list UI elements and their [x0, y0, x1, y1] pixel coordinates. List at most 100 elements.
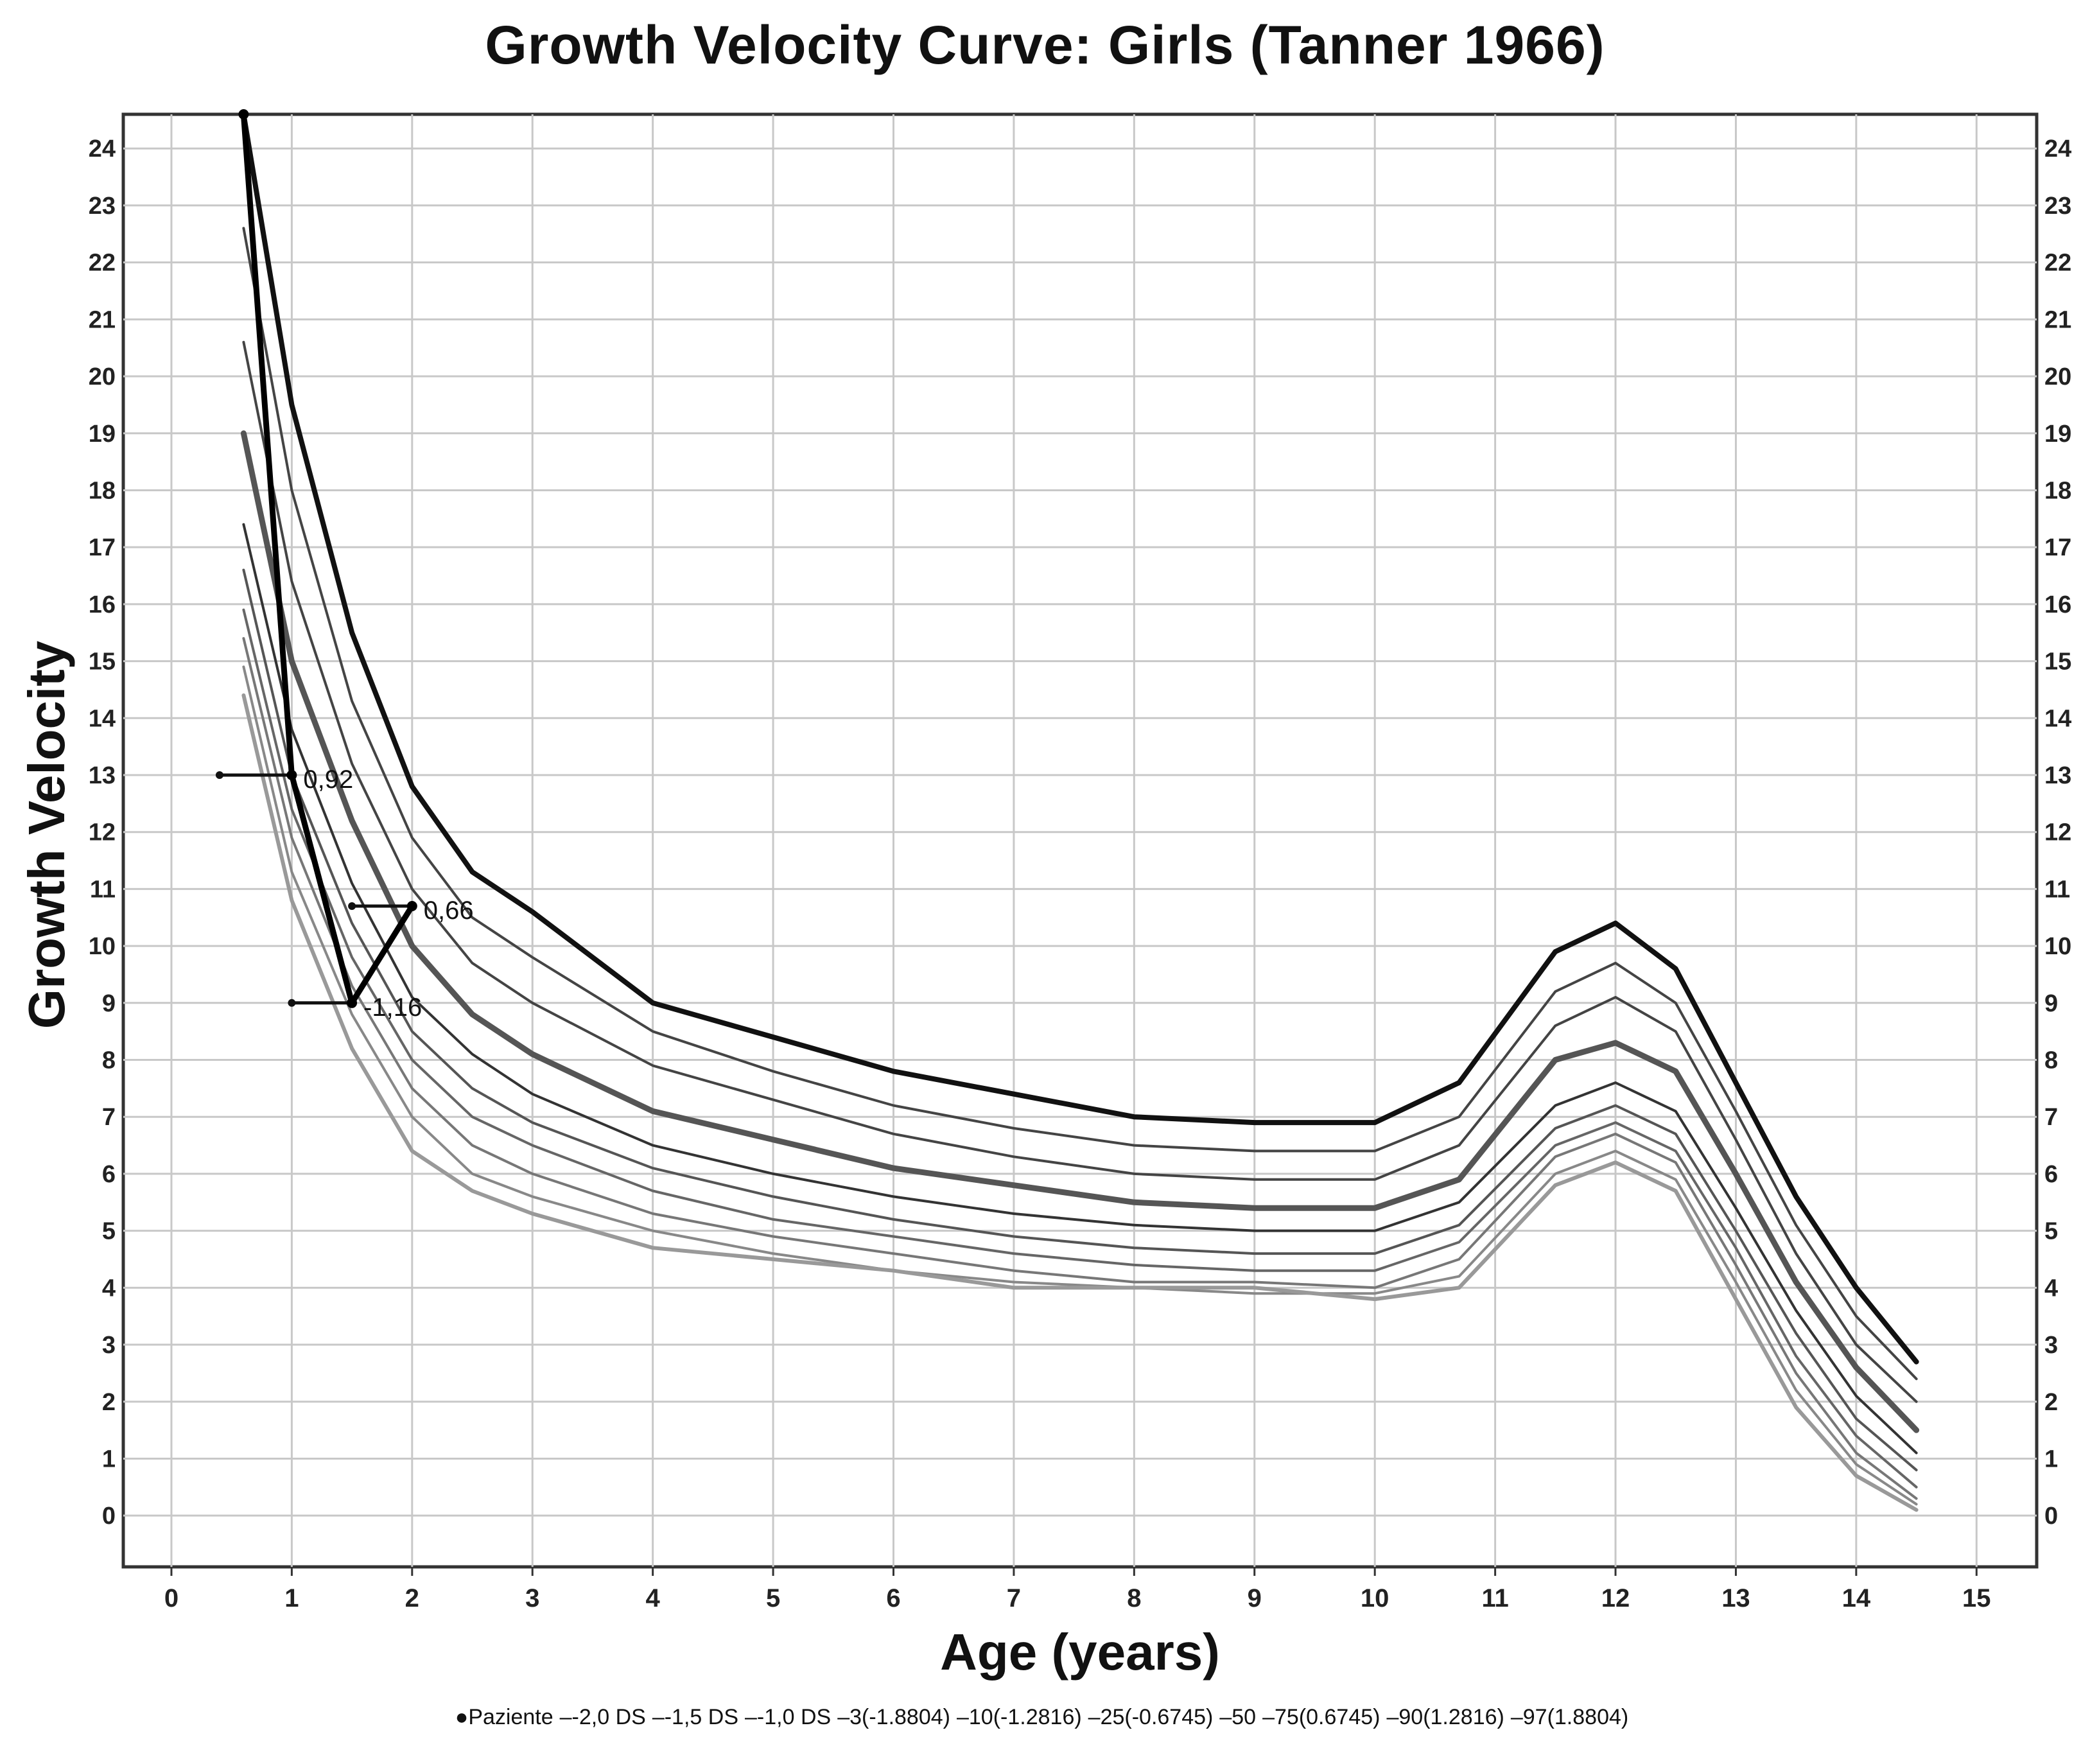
- y-tick-label-right: 4: [2044, 1275, 2058, 1302]
- y-tick-label-right: 16: [2044, 591, 2071, 618]
- curve-3-1-8804: [242, 608, 1918, 1489]
- y-tick-label-left: 20: [89, 363, 116, 390]
- y-tick-label-right: 7: [2044, 1104, 2058, 1131]
- y-tick-label-left: 15: [89, 649, 116, 676]
- y-tick-label-right: 2: [2044, 1389, 2058, 1416]
- patient-sds-label: 0,66: [424, 896, 474, 925]
- y-axis-label: Growth Velocity: [18, 640, 75, 1029]
- patient-point: [286, 769, 297, 780]
- y-tick-label-left: 2: [102, 1389, 116, 1416]
- x-tick-label: 3: [525, 1584, 539, 1612]
- y-tick-label-right: 17: [2044, 534, 2071, 561]
- legend-entry: –90(1.2816): [1386, 1705, 1504, 1729]
- x-tick-label: 1: [284, 1584, 299, 1612]
- y-tick-label-right: 21: [2044, 306, 2071, 333]
- patient-sds-label: 0,92: [303, 765, 353, 794]
- legend-entry: –75(0.6745): [1262, 1705, 1380, 1729]
- y-tick-label-left: 13: [89, 762, 116, 789]
- legend-entry: –25(-0.6745): [1088, 1705, 1214, 1729]
- curve-97-1-8804: [241, 112, 1919, 1365]
- y-tick-label-right: 6: [2044, 1161, 2058, 1188]
- x-tick-label: 15: [1962, 1584, 1991, 1612]
- y-tick-label-left: 23: [89, 193, 116, 220]
- y-tick-label-right: 11: [2044, 876, 2070, 903]
- y-tick-label-left: 12: [89, 819, 116, 846]
- x-tick-label: 14: [1842, 1584, 1871, 1612]
- patient-sds-label: -1,16: [363, 993, 422, 1022]
- x-tick-label: 8: [1127, 1584, 1141, 1612]
- y-tick-label-left: 1: [102, 1445, 116, 1472]
- x-tick-label: 4: [646, 1584, 661, 1612]
- legend-entry: –10(-1.2816): [956, 1705, 1082, 1729]
- x-tick-label: 11: [1481, 1584, 1508, 1612]
- legend-entry: –50: [1219, 1705, 1257, 1729]
- x-tick-label: 6: [886, 1584, 900, 1612]
- plot-frame: [121, 112, 2039, 1569]
- legend: ●Paziente –-2,0 DS –-1,5 DS –-1,0 DS –3(-1.8…: [0, 1705, 2090, 1730]
- percentile-curves: [240, 112, 1920, 1512]
- y-tick-label-right: 0: [2044, 1503, 2058, 1530]
- y-tick-label-right: 23: [2044, 193, 2071, 220]
- legend-entry: –-1,5 DS: [652, 1705, 739, 1729]
- curve-1-0-DS: [242, 637, 1918, 1500]
- legend-entry: –-2,0 DS: [559, 1705, 646, 1729]
- y-tick-label-left: 11: [90, 876, 116, 903]
- x-tick-label: 9: [1248, 1584, 1262, 1612]
- y-tick-label-left: 21: [89, 306, 116, 333]
- y-tick-label-left: 14: [89, 705, 116, 732]
- y-tick-label-left: 19: [89, 421, 116, 448]
- y-tick-label-right: 10: [2044, 933, 2071, 960]
- patient-series: 0,92 -1,16 0,66: [215, 109, 474, 1022]
- chart-title: Growth Velocity Curve: Girls (Tanner 196…: [485, 15, 1605, 75]
- legend-entry: ●Paziente: [455, 1705, 553, 1729]
- x-axis-label: Age (years): [940, 1623, 1220, 1681]
- curve-2-0-DS: [241, 693, 1919, 1512]
- y-tick-label-left: 9: [102, 990, 116, 1017]
- y-tick-label-left: 4: [102, 1275, 116, 1302]
- y-tick-label-right: 1: [2044, 1445, 2058, 1472]
- y-tick-label-left: 5: [102, 1218, 116, 1245]
- patient-point: [406, 901, 417, 912]
- y-tick-label-left: 6: [102, 1161, 116, 1188]
- legend-entry: –-1,0 DS: [745, 1705, 832, 1729]
- x-tick-label: 0: [164, 1584, 179, 1612]
- y-tick-label-left: 8: [102, 1047, 116, 1074]
- curve-10-1-2816: [242, 568, 1918, 1472]
- patient-point: [347, 997, 358, 1008]
- y-tick-label-right: 24: [2044, 135, 2071, 162]
- x-tick-label: 5: [766, 1584, 780, 1612]
- y-tick-label-right: 20: [2044, 363, 2071, 390]
- y-tick-label-left: 10: [89, 933, 116, 960]
- y-tick-label-right: 8: [2044, 1047, 2058, 1074]
- y-tick-label-left: 16: [89, 591, 116, 618]
- curve-50: [240, 430, 1920, 1433]
- patient-interval-start: [348, 902, 356, 911]
- patient-line: [240, 114, 415, 1006]
- y-tick-label-left: 24: [89, 135, 116, 162]
- x-tick-label: 7: [1007, 1584, 1021, 1612]
- y-tick-label-right: 9: [2044, 990, 2058, 1017]
- y-tick-label-right: 12: [2044, 819, 2071, 846]
- y-tick-label-left: 22: [89, 250, 116, 277]
- curve-75-0-6745: [242, 340, 1918, 1403]
- patient-interval-start: [215, 771, 223, 779]
- y-tick-label-left: 17: [89, 534, 116, 561]
- patient-interval-start: [288, 999, 296, 1007]
- legend-entry: –97(1.8804): [1510, 1705, 1629, 1729]
- y-tick-label-right: 18: [2044, 477, 2071, 504]
- y-tick-label-right: 3: [2044, 1332, 2058, 1359]
- gridlines: [123, 114, 2037, 1576]
- y-tick-label-left: 18: [89, 477, 116, 504]
- curve-25-0-6745: [242, 523, 1918, 1454]
- y-tick-label-right: 5: [2044, 1218, 2058, 1245]
- y-tick-label-right: 19: [2044, 421, 2071, 448]
- tick-labels: 0 1 2 3 4 5 6 7 8 9 10 11 12 13 14 150 01 12 23 34 45 56 67 78 8…: [89, 135, 2072, 1612]
- y-tick-label-right: 13: [2044, 762, 2071, 789]
- y-tick-label-right: 14: [2044, 705, 2071, 732]
- legend-entry: –3(-1.8804): [837, 1705, 950, 1729]
- patient-point: [238, 109, 249, 119]
- x-tick-label: 2: [405, 1584, 419, 1612]
- y-tick-label-left: 3: [102, 1332, 116, 1359]
- y-tick-label-right: 22: [2044, 250, 2071, 277]
